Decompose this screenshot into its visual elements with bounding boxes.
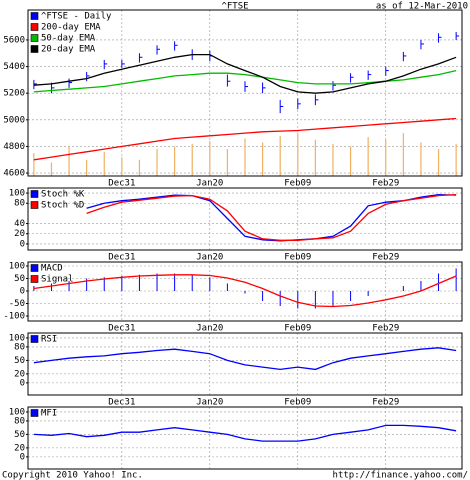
legend-swatch <box>30 409 39 417</box>
series-line <box>33 274 457 308</box>
y-tick-label: -50 <box>9 299 25 309</box>
panel-frame <box>27 332 463 396</box>
x-tick-label: Feb29 <box>372 398 399 408</box>
source: http://finance.yahoo.com/ <box>333 471 468 480</box>
legend-label: ^FTSE - Daily <box>41 12 112 22</box>
panel-border <box>27 406 463 470</box>
panel-frame <box>27 187 463 251</box>
x-tick-label: Feb29 <box>372 324 399 334</box>
legend-swatch <box>30 34 39 42</box>
legend-label: MACD <box>41 264 63 274</box>
x-tick-label: Dec31 <box>108 253 135 263</box>
x-tick-label: Dec31 <box>108 179 135 189</box>
y-tick-label: 20 <box>14 229 25 239</box>
y-tick-label: 5600 <box>3 35 25 45</box>
series-line <box>86 193 457 241</box>
legend-label: 20-day EMA <box>41 45 96 55</box>
x-tick-label: Feb09 <box>284 398 311 408</box>
legend-label: Signal <box>41 275 74 285</box>
y-tick-label: 80 <box>14 199 25 209</box>
legend-swatch <box>30 45 39 53</box>
legend-swatch <box>30 201 39 209</box>
y-tick-label: 100 <box>9 262 25 272</box>
x-tick-label: Feb09 <box>284 324 311 334</box>
x-tick-label: Jan20 <box>196 398 223 408</box>
series-line <box>33 347 457 371</box>
y-tick-label: 4800 <box>3 142 25 152</box>
legend-label: 50-day EMA <box>41 34 96 44</box>
legend-swatch <box>30 23 39 31</box>
x-tick-label: Feb09 <box>284 253 311 263</box>
legend-label: MFI <box>41 409 57 419</box>
legend-label: 200-day EMA <box>41 23 101 33</box>
y-tick-label: 80 <box>14 416 25 426</box>
y-tick-label: 80 <box>14 342 25 352</box>
series-line <box>33 424 457 442</box>
y-tick-label: 100 <box>9 407 25 417</box>
series-line <box>33 117 457 161</box>
legend-swatch <box>30 335 39 343</box>
y-tick-label: 20 <box>14 369 25 379</box>
legend-swatch <box>30 264 39 272</box>
y-tick-label: 0 <box>20 239 25 249</box>
y-tick-label: 0 <box>20 452 25 462</box>
legend-swatch <box>30 12 39 20</box>
y-tick-label: -100 <box>3 312 25 322</box>
x-tick-label: Jan20 <box>196 179 223 189</box>
y-tick-label: 100 <box>9 189 25 199</box>
x-tick-label: Feb09 <box>284 179 311 189</box>
x-tick-label: Jan20 <box>196 253 223 263</box>
y-tick-label: 4600 <box>3 169 25 179</box>
y-tick-label: 5400 <box>3 62 25 72</box>
legend-label: Stoch %D <box>41 201 84 211</box>
y-tick-label: 50 <box>14 356 25 366</box>
y-tick-label: 100 <box>9 333 25 343</box>
panel-frame <box>27 406 463 470</box>
chart-title: ^FTSE <box>221 2 248 12</box>
legend-swatch <box>30 190 39 198</box>
legend-swatch <box>30 275 39 283</box>
y-tick-label: 40 <box>14 219 25 229</box>
panel-border <box>27 9 463 177</box>
series-line <box>33 53 457 94</box>
copyright: Copyright 2010 Yahoo! Inc. <box>2 471 143 480</box>
series-line <box>86 193 457 242</box>
x-tick-label: Jan20 <box>196 324 223 334</box>
panel-border <box>27 332 463 396</box>
legend-label: RSI <box>41 335 57 345</box>
x-tick-label: Dec31 <box>108 324 135 334</box>
y-tick-label: 5200 <box>3 89 25 99</box>
panel-border <box>27 261 463 322</box>
x-tick-label: Dec31 <box>108 398 135 408</box>
y-tick-label: 20 <box>14 443 25 453</box>
x-tick-label: Feb29 <box>372 179 399 189</box>
panel-border <box>27 187 463 251</box>
y-tick-label: 50 <box>14 274 25 284</box>
y-tick-label: 0 <box>20 378 25 388</box>
x-tick-label: Feb29 <box>372 253 399 263</box>
y-tick-label: 50 <box>14 430 25 440</box>
date-note: as of 12-Mar-2010 <box>376 2 468 12</box>
y-tick-label: 5000 <box>3 115 25 125</box>
legend-label: Stoch %K <box>41 190 85 200</box>
y-tick-label: 0 <box>20 287 25 297</box>
